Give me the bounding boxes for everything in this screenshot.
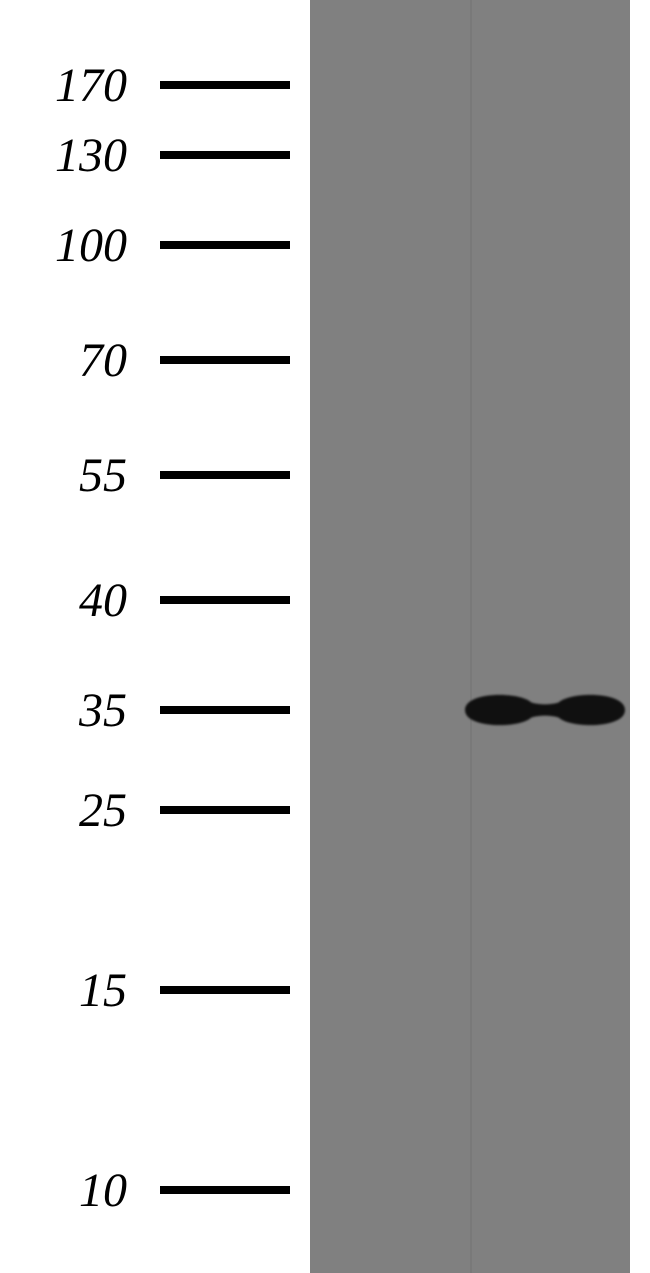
ladder-marker-130: 130 xyxy=(20,135,290,175)
ladder-label: 55 xyxy=(20,448,135,503)
ladder-tick xyxy=(160,1186,290,1194)
ladder-label: 35 xyxy=(20,683,135,738)
molecular-weight-ladder: 170 130 100 70 55 40 35 25 15 10 xyxy=(0,0,310,1273)
ladder-label: 100 xyxy=(20,218,135,273)
ladder-marker-40: 40 xyxy=(20,580,290,620)
western-blot: 170 130 100 70 55 40 35 25 15 10 xyxy=(0,0,650,1273)
ladder-marker-100: 100 xyxy=(20,225,290,265)
ladder-marker-35: 35 xyxy=(20,690,290,730)
ladder-tick xyxy=(160,151,290,159)
ladder-tick xyxy=(160,806,290,814)
ladder-label: 70 xyxy=(20,333,135,388)
blot-membrane xyxy=(310,0,630,1273)
ladder-label: 130 xyxy=(20,128,135,183)
ladder-tick xyxy=(160,241,290,249)
ladder-label: 10 xyxy=(20,1163,135,1218)
ladder-tick xyxy=(160,356,290,364)
ladder-label: 170 xyxy=(20,58,135,113)
ladder-marker-10: 10 xyxy=(20,1170,290,1210)
ladder-label: 15 xyxy=(20,963,135,1018)
ladder-tick xyxy=(160,471,290,479)
ladder-tick xyxy=(160,706,290,714)
protein-band xyxy=(460,685,630,735)
ladder-label: 40 xyxy=(20,573,135,628)
ladder-marker-55: 55 xyxy=(20,455,290,495)
lane-divider xyxy=(470,0,472,1273)
ladder-tick xyxy=(160,596,290,604)
ladder-tick xyxy=(160,986,290,994)
ladder-tick xyxy=(160,81,290,89)
ladder-marker-25: 25 xyxy=(20,790,290,830)
ladder-marker-170: 170 xyxy=(20,65,290,105)
ladder-marker-15: 15 xyxy=(20,970,290,1010)
ladder-marker-70: 70 xyxy=(20,340,290,380)
ladder-label: 25 xyxy=(20,783,135,838)
